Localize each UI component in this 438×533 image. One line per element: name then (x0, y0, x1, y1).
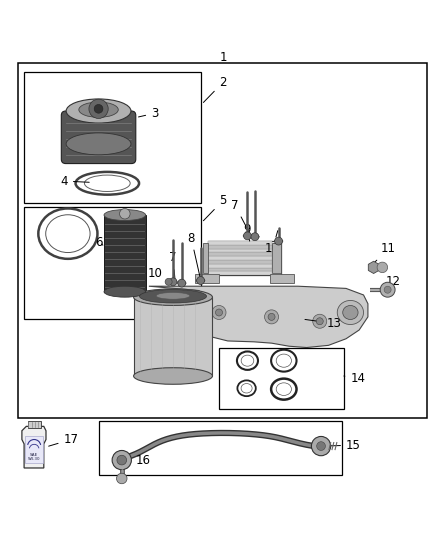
Circle shape (268, 313, 275, 320)
Text: 3: 3 (138, 107, 159, 120)
Bar (272, 243, 281, 273)
Text: 6: 6 (95, 236, 103, 249)
Circle shape (169, 278, 177, 286)
Text: 8: 8 (187, 231, 200, 277)
Bar (208, 268, 272, 271)
Bar (18, 63, 427, 418)
Circle shape (311, 437, 331, 456)
Bar (24, 71, 201, 203)
Text: 9: 9 (243, 223, 251, 241)
Circle shape (244, 232, 251, 240)
Circle shape (265, 310, 279, 324)
Circle shape (112, 450, 131, 470)
Circle shape (94, 104, 103, 113)
Ellipse shape (251, 235, 259, 238)
Bar (208, 245, 272, 249)
Ellipse shape (104, 209, 145, 221)
Ellipse shape (169, 280, 177, 284)
Text: 13: 13 (305, 317, 341, 330)
Circle shape (120, 208, 130, 219)
Text: 11: 11 (371, 243, 396, 265)
Bar (25, 437, 43, 463)
Circle shape (197, 277, 205, 285)
Bar (24, 207, 201, 319)
Ellipse shape (104, 286, 145, 297)
Bar (28, 421, 41, 427)
Circle shape (313, 314, 327, 328)
Bar (203, 243, 208, 273)
Bar (208, 241, 272, 245)
Ellipse shape (66, 133, 131, 155)
Text: 16: 16 (124, 454, 151, 466)
Ellipse shape (196, 279, 205, 282)
Ellipse shape (243, 234, 252, 238)
Text: SAE: SAE (30, 453, 38, 457)
Circle shape (89, 99, 108, 118)
Ellipse shape (134, 289, 212, 305)
Circle shape (165, 278, 172, 285)
Ellipse shape (79, 102, 118, 117)
Text: 5W-30: 5W-30 (28, 457, 40, 461)
Polygon shape (22, 426, 46, 468)
Circle shape (117, 455, 127, 465)
Bar (195, 274, 219, 283)
Text: 15: 15 (324, 439, 361, 451)
Text: 12: 12 (380, 276, 400, 288)
Ellipse shape (343, 305, 358, 319)
Bar (270, 274, 294, 283)
Text: 5: 5 (203, 195, 226, 221)
Ellipse shape (139, 289, 207, 303)
Circle shape (275, 237, 283, 245)
Ellipse shape (66, 99, 131, 123)
Circle shape (251, 233, 259, 241)
Bar (219, 348, 344, 409)
Bar (208, 241, 281, 275)
Text: 7: 7 (231, 199, 250, 233)
Bar (208, 260, 272, 264)
Circle shape (316, 318, 323, 325)
Bar (208, 271, 272, 275)
Text: 4: 4 (60, 175, 89, 188)
Ellipse shape (134, 368, 212, 384)
Circle shape (212, 305, 226, 319)
Bar (134, 297, 212, 376)
Ellipse shape (274, 239, 283, 243)
Text: 10: 10 (147, 266, 169, 282)
Circle shape (384, 286, 391, 293)
Ellipse shape (156, 293, 190, 299)
Circle shape (117, 473, 127, 484)
Bar (208, 264, 272, 268)
Text: 7: 7 (169, 251, 177, 279)
Text: 1: 1 (219, 51, 227, 64)
Text: 14: 14 (344, 372, 365, 385)
Circle shape (215, 309, 223, 316)
Ellipse shape (337, 301, 364, 325)
Bar (208, 249, 272, 253)
Bar (208, 253, 272, 256)
Circle shape (377, 262, 388, 273)
Ellipse shape (177, 281, 186, 285)
Polygon shape (149, 286, 368, 348)
Bar (99, 421, 342, 474)
Circle shape (380, 282, 395, 297)
Circle shape (178, 279, 186, 287)
Text: 17: 17 (49, 433, 78, 446)
Bar (104, 215, 145, 292)
Text: 10: 10 (265, 231, 280, 255)
Text: 2: 2 (203, 76, 226, 102)
Bar (208, 256, 272, 260)
Circle shape (317, 442, 325, 450)
FancyBboxPatch shape (61, 111, 136, 164)
